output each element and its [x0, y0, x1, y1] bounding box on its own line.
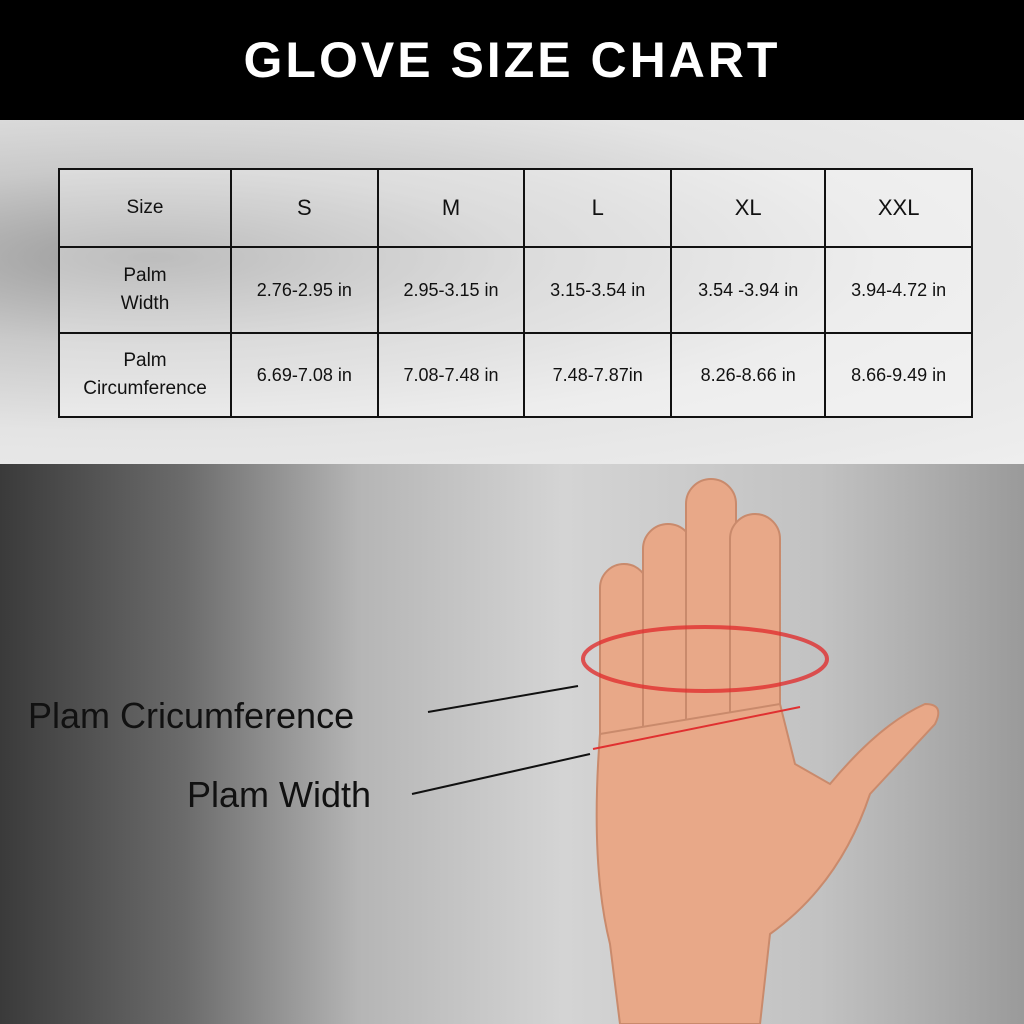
size-table: Size S M L XL XXL Palm Width 2.76-2.95 i… — [58, 168, 973, 418]
header-cell: XXL — [824, 168, 973, 248]
header-cell: L — [523, 168, 673, 248]
table-cell: 6.69-7.08 in — [230, 332, 379, 418]
header-cell: XL — [670, 168, 827, 248]
header-cell: Size — [58, 168, 232, 248]
snow-photo-background — [0, 464, 1024, 1024]
hand-icon — [595, 478, 940, 1024]
table-cell: 3.15-3.54 in — [523, 246, 673, 334]
table-row: Palm Width 2.76-2.95 in 2.95-3.15 in 3.1… — [58, 246, 973, 334]
table-cell: 2.76-2.95 in — [230, 246, 379, 334]
table-cell: 3.54 -3.94 in — [670, 246, 827, 334]
table-row: Palm Circumference 6.69-7.08 in 7.08-7.4… — [58, 332, 973, 418]
table-cell: 8.66-9.49 in — [824, 332, 973, 418]
table-cell: 7.48-7.87in — [523, 332, 673, 418]
width-label: Plam Width — [187, 774, 372, 815]
table-cell: 7.08-7.48 in — [376, 332, 526, 418]
width-pointer — [411, 753, 591, 795]
row-label: Palm Circumference — [58, 332, 232, 418]
page-title: GLOVE SIZE CHART — [0, 0, 1024, 120]
table-cell: 3.94-4.72 in — [824, 246, 973, 334]
table-cell: 2.95-3.15 in — [376, 246, 526, 334]
table-header-row: Size S M L XL XXL — [58, 168, 973, 248]
table-cell: 8.26-8.66 in — [670, 332, 827, 418]
circumference-pointer — [427, 685, 579, 713]
header-cell: S — [230, 168, 379, 248]
hand-illustration — [411, 478, 940, 1024]
circumference-ring — [581, 625, 829, 693]
header-cell: M — [376, 168, 526, 248]
circumference-label: Plam Cricumference — [28, 695, 355, 736]
width-line — [592, 706, 801, 750]
row-label: Palm Width — [58, 246, 232, 334]
